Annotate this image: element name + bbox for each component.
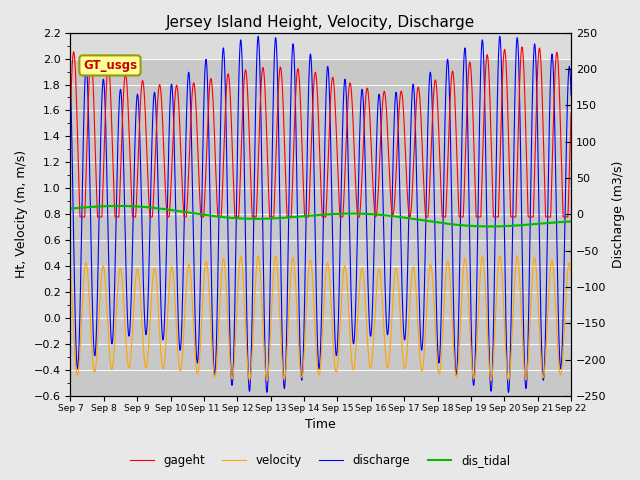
dis_tidal: [478, 224, 486, 229]
dis_tidal: [115, 203, 122, 209]
gageht: [67, 111, 74, 117]
velocity: [258, 299, 266, 305]
discharge: [496, 34, 504, 39]
dis_tidal: [440, 220, 448, 226]
Y-axis label: Ht, Velocity (m, m/s): Ht, Velocity (m, m/s): [15, 150, 28, 278]
velocity: [67, 268, 74, 274]
Line: velocity: velocity: [70, 256, 571, 381]
Line: dis_tidal: dis_tidal: [70, 206, 571, 227]
X-axis label: Time: Time: [305, 419, 336, 432]
discharge: [478, 37, 486, 43]
Bar: [70, 33, 571, 59]
gageht: [440, 214, 448, 220]
discharge: [67, 76, 74, 82]
Line: discharge: discharge: [70, 36, 571, 392]
Y-axis label: Discharge (m3/s): Discharge (m3/s): [612, 161, 625, 268]
gageht: [518, 44, 526, 50]
gageht: [157, 96, 165, 102]
Title: Jersey Island Height, Velocity, Discharge: Jersey Island Height, Velocity, Discharg…: [166, 15, 476, 30]
discharge: [440, 164, 448, 169]
velocity: [392, 265, 400, 271]
velocity: [505, 378, 513, 384]
velocity: [254, 253, 262, 259]
gageht: [76, 214, 84, 220]
dis_tidal: [157, 206, 165, 212]
velocity: [157, 355, 165, 361]
velocity: [478, 254, 486, 260]
discharge: [392, 89, 400, 95]
dis_tidal: [486, 224, 493, 229]
gageht: [478, 173, 486, 179]
velocity: [367, 365, 374, 371]
gageht: [567, 110, 575, 116]
dis_tidal: [67, 206, 74, 212]
velocity: [440, 302, 448, 308]
dis_tidal: [567, 218, 575, 224]
Legend: gageht, velocity, discharge, dis_tidal: gageht, velocity, discharge, dis_tidal: [125, 449, 515, 472]
dis_tidal: [392, 214, 400, 219]
discharge: [567, 92, 575, 98]
velocity: [567, 273, 575, 279]
gageht: [392, 170, 400, 176]
Line: gageht: gageht: [70, 47, 571, 217]
discharge: [367, 333, 374, 339]
dis_tidal: [258, 216, 266, 222]
discharge: [157, 314, 165, 320]
discharge: [263, 389, 271, 395]
discharge: [258, 158, 266, 164]
gageht: [367, 133, 374, 139]
gageht: [258, 72, 266, 78]
dis_tidal: [367, 211, 374, 217]
Text: GT_usgs: GT_usgs: [83, 59, 137, 72]
